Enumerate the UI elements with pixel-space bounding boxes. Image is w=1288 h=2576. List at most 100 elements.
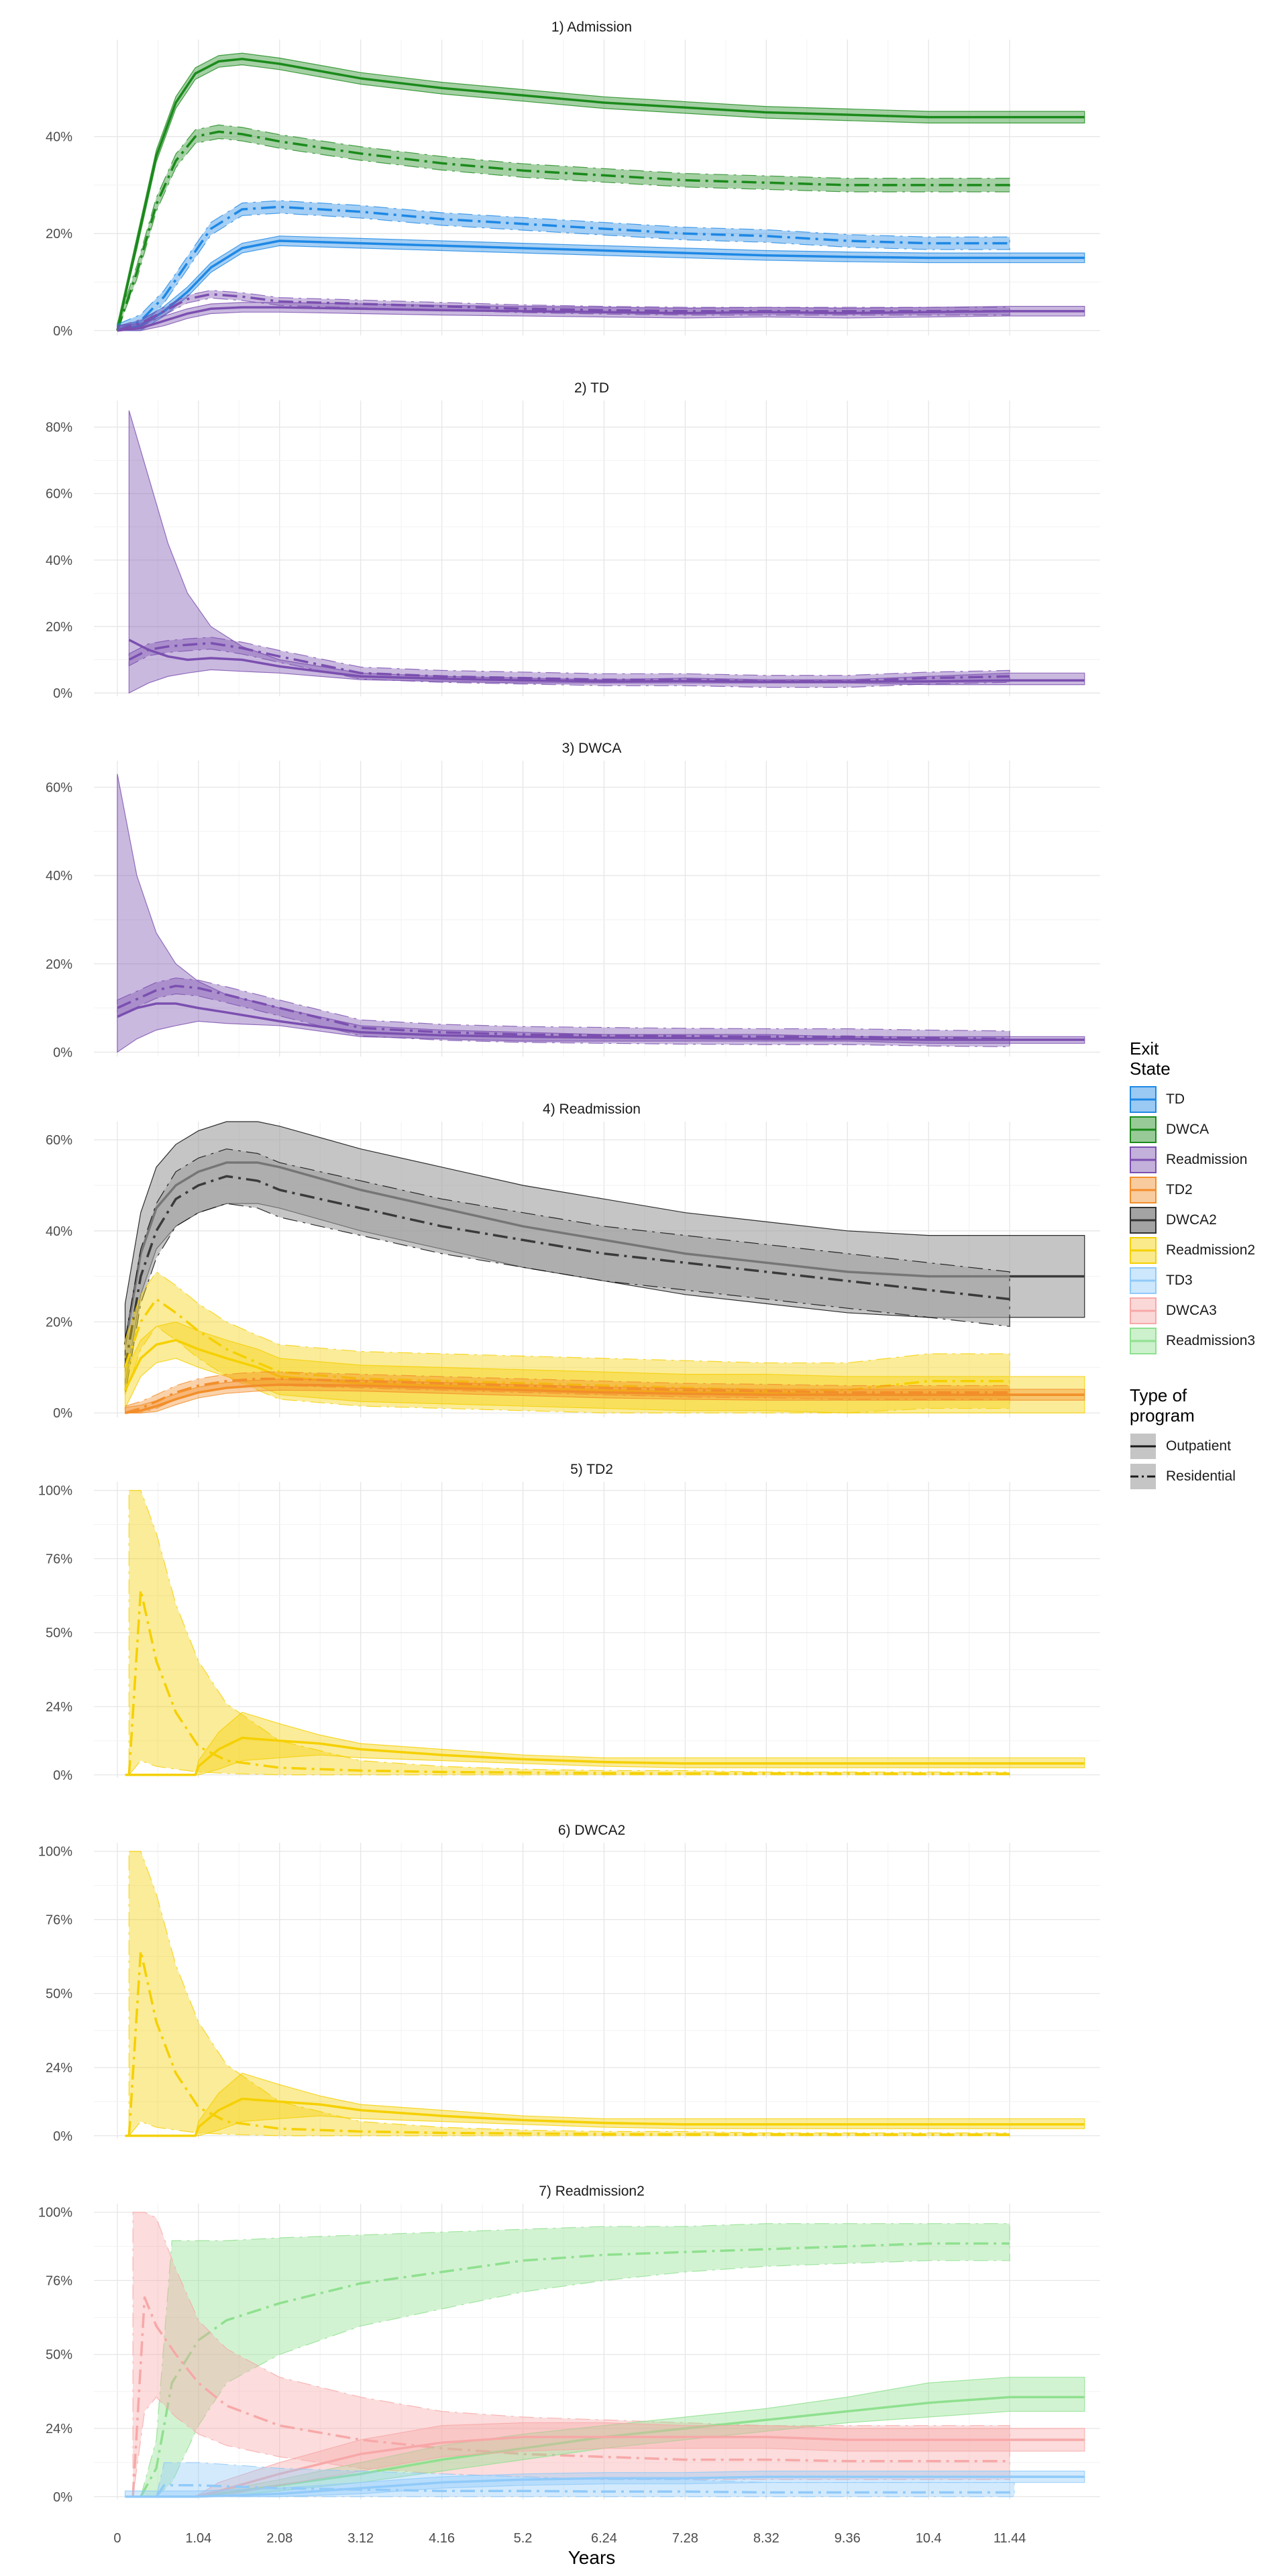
series-group [117,773,1085,1053]
legend-label: DWCA [1166,1121,1210,1137]
legend-label: TD3 [1166,1272,1193,1288]
y-tick-label: 24% [46,2422,72,2436]
y-tick-label: 40% [46,1224,72,1239]
legend-title-exit-state: Exit State [1130,1038,1171,1079]
series-line-dwca2-residential [123,1175,1010,1368]
x-tick-label: 11.44 [994,2531,1026,2546]
legend-label: Readmission3 [1166,1332,1256,1348]
x-tick-label: 1.04 [185,2531,211,2546]
y-tick-label: 0% [53,1406,72,1421]
series-group [125,1490,1085,1776]
y-tick-label: 24% [46,2061,72,2076]
series-line-dwca3-outpatient [125,2435,1085,2498]
series-line-td3-outpatient [125,2475,1085,2498]
facet-title: 7) Readmission2 [539,2184,645,2199]
legend-label: TD2 [1166,1181,1193,1197]
grid-lines [94,761,1100,1057]
confidence-band-dwca2-residential [124,1148,1010,1395]
legend-item: Residential [1130,1461,1284,1491]
series-group [128,410,1085,694]
legend-key [1130,1433,1156,1459]
facet-title: 3) DWCA [562,741,622,756]
series-line-readmission-residential [128,641,1010,683]
legend-label: Readmission [1166,1151,1248,1167]
series-group [116,52,1085,332]
series-line-readmission2-outpatient [125,1736,1085,1776]
series-line-readmission-residential [117,292,1010,332]
series-line-dwca-outpatient [116,58,1085,331]
series-line-readmission2-residential [127,1949,1010,2136]
series-line-td-outpatient [117,239,1085,332]
legend-item: TD3 [1130,1265,1284,1295]
x-tick-label: 2.08 [266,2531,292,2546]
x-axis: 0 1.04 2.08 3.12 4.16 5.2 6.24 7.28 8.32 9.36 10.4… [113,2531,1026,2546]
facet-panel-5: 5) TD2 0% 24% 50% 76% 100% [38,1462,1100,1783]
y-tick-label: 76% [46,2273,72,2288]
grid-lines [94,400,1100,696]
y-tick-label: 40% [46,869,72,883]
y-tick-label: 60% [46,780,72,795]
series-line-dwca-residential [116,130,1010,331]
legend-item: DWCA2 [1130,1205,1284,1235]
facet-panels: 1) Admission 0% 20% 40% 2) TD 0% 20% 40% 60% 80% 3… [38,19,1100,2505]
legend-title-program: Type of program [1130,1385,1195,1426]
facet-panel-3: 3) DWCA 0% 20% 40% 60% [46,741,1100,1060]
confidence-band-readmission2-outpatient [124,1321,1085,1413]
legend-item: Readmission [1130,1144,1284,1175]
y-tick-label: 20% [46,957,72,972]
legend-label: Residential [1166,1468,1236,1484]
y-tick-label: 0% [53,686,72,701]
y-tick-label: 60% [46,487,72,502]
legend: Exit State TD DWCA Readmission TD2 DWCA2 Read… [1130,1038,1284,1491]
facet-title: 5) TD2 [570,1462,613,1477]
y-tick-label: 24% [46,1700,72,1715]
facet-title: 4) Readmission [543,1102,641,1117]
facet-title: 2) TD [574,380,609,396]
x-tick-label: 6.24 [591,2531,617,2546]
facet-title: 6) DWCA2 [558,1823,625,1838]
y-tick-label: 20% [46,1316,72,1330]
series-line-readmission3-residential [140,2242,1010,2498]
series-line-dwca3-residential [131,2296,1010,2497]
series-line-readmission2-residential [127,1589,1010,1775]
facet-panel-6: 6) DWCA2 0% 24% 50% 76% 100% [38,1823,1100,2144]
legend-item: DWCA [1130,1114,1284,1144]
y-tick-label: 76% [46,1913,72,1927]
x-axis-title: Years [568,2547,616,2568]
y-tick-label: 50% [46,1987,72,2002]
legend-label: DWCA2 [1166,1212,1217,1228]
facet-panel-7: 7) Readmission2 0% 24% 50% 76% 100% [38,2184,1100,2505]
x-tick-label: 0 [113,2531,121,2546]
series-line-readmission-outpatient [128,639,1085,683]
y-tick-label: 60% [46,1133,72,1148]
x-tick-label: 7.28 [672,2531,698,2546]
grid-lines [94,1843,1100,2139]
legend-key [1130,1116,1157,1143]
legend-label: DWCA3 [1166,1302,1217,1318]
confidence-band-readmission-residential [128,637,1010,688]
confidence-band-dwca3-residential [132,2212,1010,2497]
y-tick-label: 20% [46,620,72,635]
series-line-readmission2-residential [123,1297,1010,1392]
y-tick-label: 0% [53,2490,72,2505]
facet-panel-2: 2) TD 0% 20% 40% 60% 80% [46,380,1100,701]
legend-key [1130,1297,1157,1324]
confidence-band-readmission-residential [117,977,1010,1048]
confidence-band-dwca-outpatient [117,52,1085,331]
confidence-band-dwca-residential [117,124,1010,331]
x-tick-label: 3.12 [347,2531,374,2546]
legend-item: Readmission2 [1130,1235,1284,1265]
legend-label: Outpatient [1166,1438,1231,1454]
legend-item: Readmission3 [1130,1326,1284,1356]
x-tick-label: 9.36 [835,2531,861,2546]
legend-item: TD [1130,1084,1284,1114]
legend-item: Outpatient [1130,1431,1284,1461]
y-tick-label: 20% [46,227,72,241]
legend-exit-state-items: TD DWCA Readmission TD2 DWCA2 Readmission2 TD3… [1130,1084,1284,1356]
legend-key [1130,1267,1157,1294]
series-line-td2-outpatient [125,1383,1085,1414]
confidence-band-td2-outpatient [124,1379,1085,1413]
legend-key [1130,1085,1157,1113]
facet-title: 1) Admission [551,19,632,35]
